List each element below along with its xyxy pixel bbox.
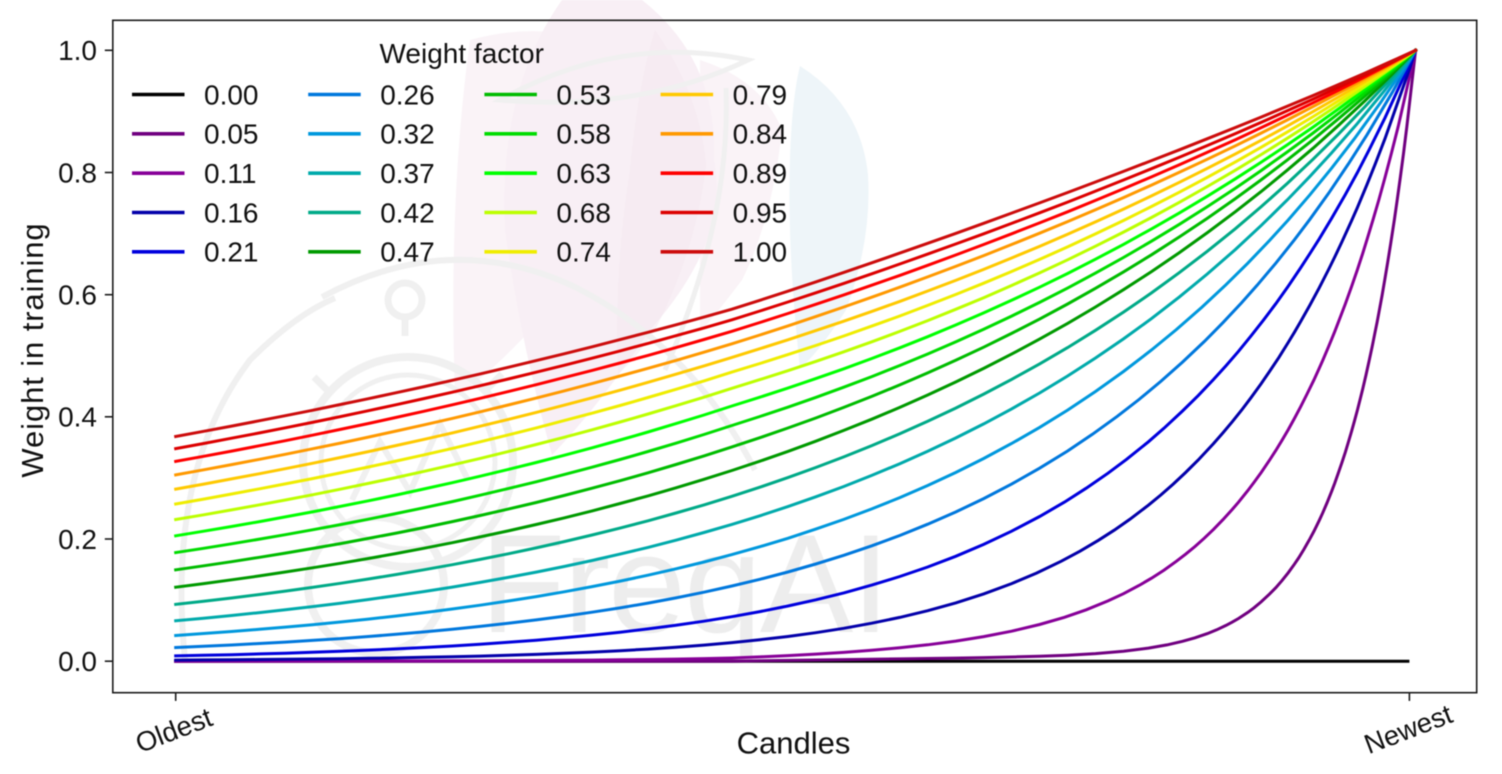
svg-text:0.95: 0.95 (733, 197, 788, 228)
svg-text:0.0: 0.0 (58, 646, 97, 677)
svg-text:0.6: 0.6 (58, 280, 97, 311)
svg-text:0.89: 0.89 (733, 158, 788, 189)
svg-text:0.16: 0.16 (204, 197, 259, 228)
svg-text:0.47: 0.47 (380, 237, 435, 268)
svg-text:0.58: 0.58 (556, 119, 611, 150)
svg-text:Candles: Candles (737, 725, 851, 760)
svg-text:Weight in training: Weight in training (15, 222, 50, 477)
svg-text:0.42: 0.42 (380, 197, 435, 228)
svg-text:0.32: 0.32 (380, 119, 435, 150)
svg-text:0.05: 0.05 (204, 119, 259, 150)
svg-text:0.00: 0.00 (204, 79, 259, 110)
svg-text:0.4: 0.4 (58, 402, 97, 433)
svg-text:0.79: 0.79 (733, 79, 788, 110)
svg-text:1.0: 1.0 (58, 35, 97, 66)
svg-text:0.63: 0.63 (556, 158, 611, 189)
svg-text:0.53: 0.53 (556, 79, 611, 110)
svg-text:0.21: 0.21 (204, 237, 259, 268)
svg-text:1.00: 1.00 (733, 237, 788, 268)
svg-text:0.68: 0.68 (556, 197, 611, 228)
svg-text:0.37: 0.37 (380, 158, 435, 189)
svg-text:0.11: 0.11 (204, 158, 256, 189)
svg-text:0.74: 0.74 (556, 237, 611, 268)
svg-text:0.84: 0.84 (733, 119, 788, 150)
svg-text:0.26: 0.26 (380, 79, 435, 110)
svg-text:0.8: 0.8 (58, 157, 97, 188)
svg-text:0.2: 0.2 (58, 524, 97, 555)
svg-text:Weight factor: Weight factor (380, 38, 544, 69)
svg-text:FreqAI: FreqAI (480, 505, 888, 662)
